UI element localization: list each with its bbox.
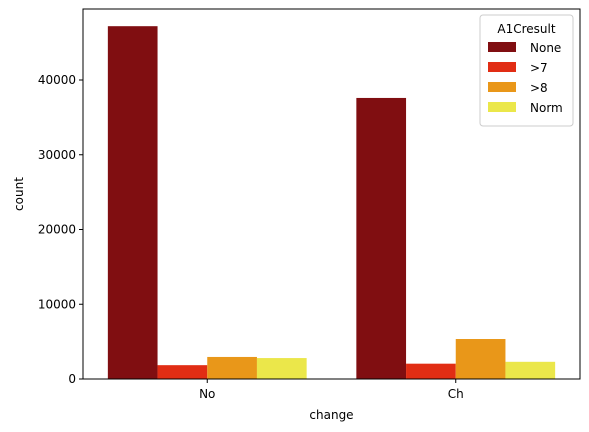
legend-swatch-none (488, 42, 516, 52)
legend-title: A1Cresult (497, 22, 555, 36)
legend-swatch-gt8 (488, 82, 516, 92)
bar-ch-gt7 (406, 363, 456, 379)
y-tick-label-0: 0 (68, 372, 76, 386)
y-axis-label: count (12, 177, 26, 211)
x-axis-label: change (309, 408, 353, 422)
legend-label-gt7: >7 (530, 61, 548, 75)
legend-label-none: None (530, 41, 561, 55)
y-tick-label-20000: 20000 (38, 223, 76, 237)
y-axis: 0 10000 20000 30000 40000 (38, 73, 83, 386)
bar-ch-norm (505, 361, 556, 379)
legend-items: None >7 >8 Norm (488, 41, 563, 115)
y-tick-label-40000: 40000 (38, 73, 76, 87)
y-tick-label-30000: 30000 (38, 148, 76, 162)
y-tick-label-10000: 10000 (38, 297, 76, 311)
bar-no-gt7 (157, 365, 208, 379)
bars-layer (107, 26, 556, 379)
plot-frame (82, 8, 581, 380)
legend-label-gt8: >8 (530, 81, 548, 95)
x-tick-label-ch: Ch (448, 387, 464, 401)
bar-ch-gt8 (455, 339, 506, 379)
x-tick-label-no: No (199, 387, 215, 401)
legend-swatch-norm (488, 102, 516, 112)
bar-no-norm (256, 358, 307, 379)
x-axis: No Ch (199, 379, 464, 401)
bar-ch-none (356, 97, 407, 379)
bar-no-gt8 (207, 356, 257, 379)
bar-no-none (107, 26, 158, 379)
legend-label-norm: Norm (530, 101, 563, 115)
legend: A1Cresult None >7 >8 Norm (479, 14, 574, 127)
legend-swatch-gt7 (488, 62, 516, 72)
